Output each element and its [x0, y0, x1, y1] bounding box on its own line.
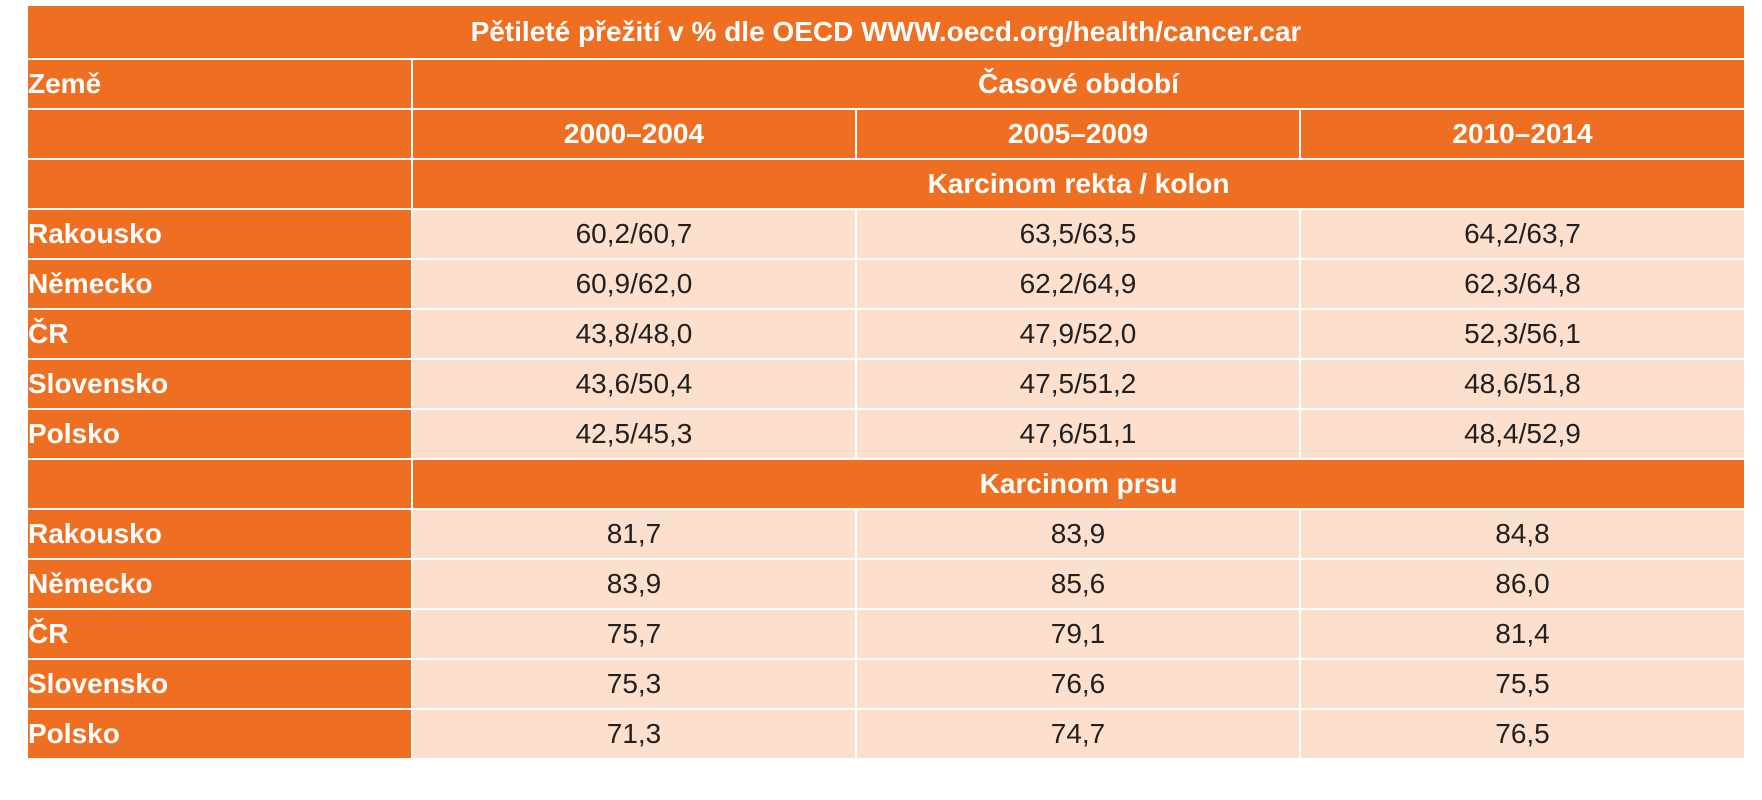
table-row: Rakousko 60,2/60,7 63,5/63,5 64,2/63,7 — [26, 208, 1747, 260]
period-header: 2005–2009 — [855, 108, 1301, 160]
section-header-row: Karcinom rekta / kolon — [26, 158, 1747, 210]
country-cell: Rakousko — [26, 508, 413, 560]
table-row: Slovensko 43,6/50,4 47,5/51,2 48,6/51,8 — [26, 358, 1747, 410]
value-cell: 48,6/51,8 — [1298, 358, 1747, 410]
table-row: Německo 60,9/62,0 62,2/64,9 62,3/64,8 — [26, 258, 1747, 310]
period-header: 2010–2014 — [1298, 108, 1747, 160]
country-cell: Slovensko — [26, 358, 413, 410]
value-cell: 52,3/56,1 — [1298, 308, 1747, 360]
value-cell: 79,1 — [855, 608, 1301, 660]
table-row: ČR 43,8/48,0 47,9/52,0 52,3/56,1 — [26, 308, 1747, 360]
period-column-header: Časové období — [410, 58, 1747, 110]
value-cell: 83,9 — [855, 508, 1301, 560]
value-cell: 43,6/50,4 — [411, 358, 857, 410]
value-cell: 75,5 — [1298, 658, 1747, 710]
country-cell: Polsko — [26, 408, 413, 460]
value-cell: 63,5/63,5 — [855, 208, 1301, 260]
period-row-empty-cell — [26, 108, 413, 160]
value-cell: 85,6 — [855, 558, 1301, 610]
country-cell: ČR — [26, 308, 413, 360]
value-cell: 43,8/48,0 — [411, 308, 857, 360]
value-cell: 83,9 — [411, 558, 857, 610]
value-cell: 60,9/62,0 — [411, 258, 857, 310]
value-cell: 86,0 — [1298, 558, 1747, 610]
value-cell: 71,3 — [411, 708, 857, 760]
section-title: Karcinom rekta / kolon — [410, 158, 1747, 210]
table-row: Rakousko 81,7 83,9 84,8 — [26, 508, 1747, 560]
value-cell: 84,8 — [1298, 508, 1747, 560]
value-cell: 75,3 — [411, 658, 857, 710]
value-cell: 76,6 — [855, 658, 1301, 710]
section-empty-cell — [26, 458, 413, 510]
value-cell: 42,5/45,3 — [411, 408, 857, 460]
country-cell: Rakousko — [26, 208, 413, 260]
value-cell: 47,9/52,0 — [855, 308, 1301, 360]
title-row: Pětileté přežití v % dle OECD WWW.oecd.o… — [25, 4, 1747, 60]
country-cell: Německo — [26, 558, 413, 610]
value-cell: 62,2/64,9 — [855, 258, 1301, 310]
table-row: Polsko 71,3 74,7 76,5 — [26, 708, 1747, 760]
table-row: Polsko 42,5/45,3 47,6/51,1 48,4/52,9 — [26, 408, 1747, 460]
value-cell: 48,4/52,9 — [1298, 408, 1747, 460]
country-cell: Německo — [26, 258, 413, 310]
value-cell: 81,7 — [411, 508, 857, 560]
value-cell: 75,7 — [411, 608, 857, 660]
value-cell: 60,2/60,7 — [411, 208, 857, 260]
header-row: Země Časové období — [26, 58, 1747, 110]
section-empty-cell — [26, 158, 413, 210]
survival-table-body: Pětileté přežití v % dle OECD WWW.oecd.o… — [25, 4, 1747, 760]
value-cell: 47,6/51,1 — [855, 408, 1301, 460]
value-cell: 47,5/51,2 — [855, 358, 1301, 410]
value-cell: 81,4 — [1298, 608, 1747, 660]
value-cell: 64,2/63,7 — [1298, 208, 1747, 260]
country-cell: Slovensko — [26, 658, 413, 710]
value-cell: 62,3/64,8 — [1298, 258, 1747, 310]
country-cell: Polsko — [26, 708, 413, 760]
period-header: 2000–2004 — [411, 108, 857, 160]
value-cell: 76,5 — [1298, 708, 1747, 760]
table-row: Německo 83,9 85,6 86,0 — [26, 558, 1747, 610]
table-row: Slovensko 75,3 76,6 75,5 — [26, 658, 1747, 710]
section-header-row: Karcinom prsu — [26, 458, 1747, 510]
table-title: Pětileté přežití v % dle OECD WWW.oecd.o… — [25, 4, 1747, 60]
period-row: 2000–2004 2005–2009 2010–2014 — [26, 108, 1747, 160]
section-title: Karcinom prsu — [410, 458, 1747, 510]
country-cell: ČR — [26, 608, 413, 660]
value-cell: 74,7 — [855, 708, 1301, 760]
country-column-header: Země — [26, 58, 413, 110]
table-row: ČR 75,7 79,1 81,4 — [26, 608, 1747, 660]
survival-table: Pětileté přežití v % dle OECD WWW.oecd.o… — [25, 4, 1747, 760]
